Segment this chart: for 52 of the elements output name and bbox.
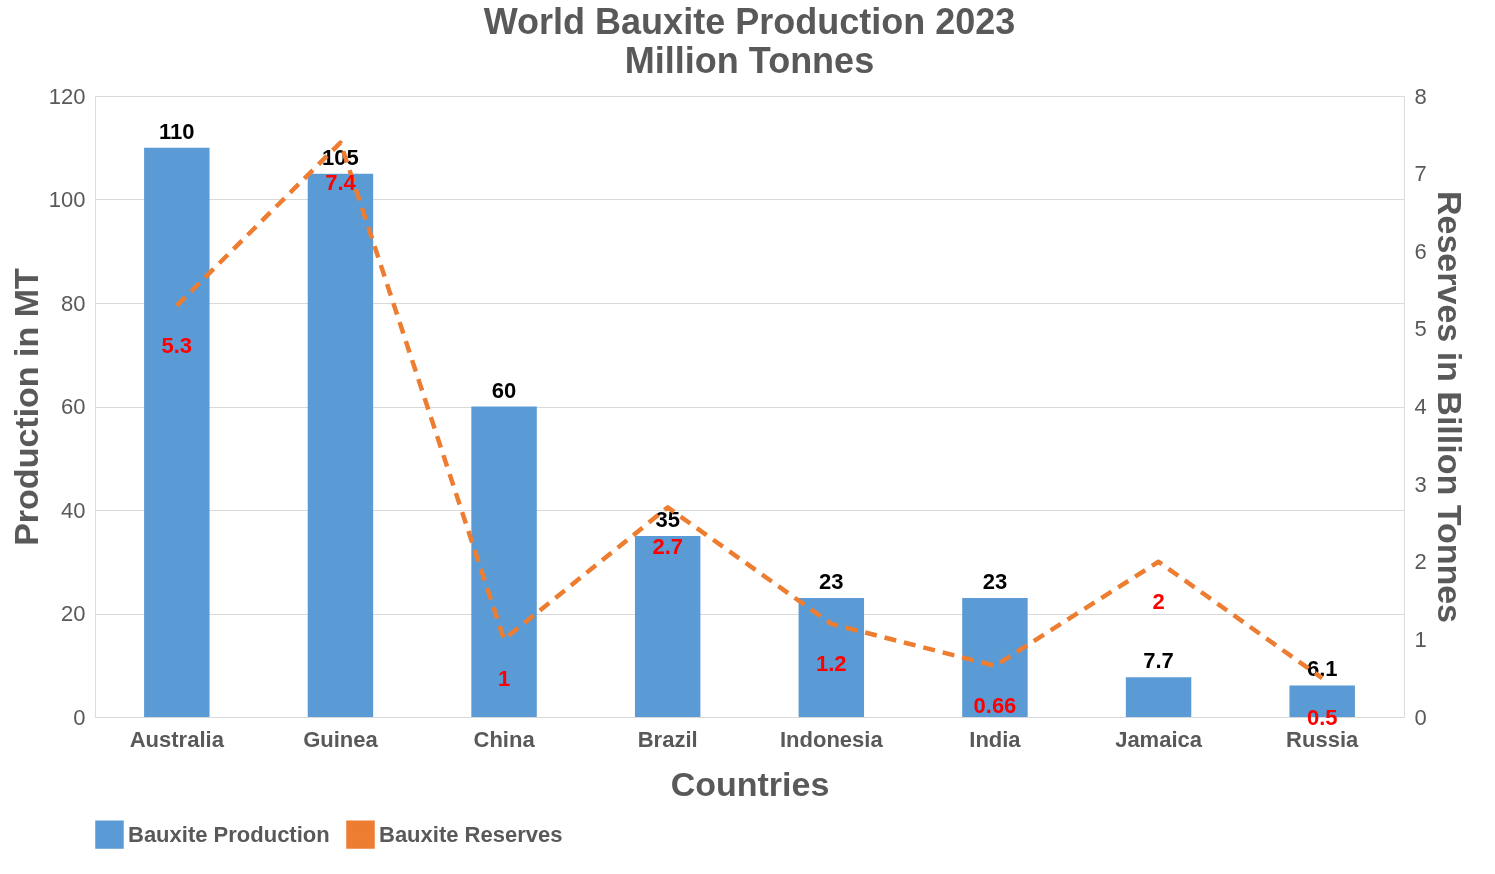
data-label: 7.7 (1143, 648, 1174, 674)
y2-tick-label: 0 (1414, 704, 1427, 730)
chart-title: World Bauxite Production 2023 (483, 1, 1016, 42)
x-tick-label: China (473, 726, 536, 752)
bar (634, 535, 701, 717)
y-tick-label: 100 (48, 187, 86, 212)
y2-tick-label: 2 (1414, 549, 1427, 575)
data-label: 1.2 (816, 650, 847, 676)
bar (307, 173, 374, 717)
data-label: 23 (982, 568, 1008, 594)
data-label: 0.66 (973, 692, 1017, 718)
x-axis-title: Countries (670, 764, 830, 803)
y2-tick-label: 8 (1414, 83, 1427, 109)
y2-tick-label: 5 (1414, 316, 1427, 342)
y2-tick-label: 4 (1414, 394, 1427, 419)
y2-tick-label: 3 (1414, 471, 1427, 497)
data-label: 7.4 (325, 169, 357, 195)
data-label: 60 (491, 377, 517, 403)
data-label: 110 (159, 118, 195, 144)
x-tick-label: Russia (1286, 726, 1360, 752)
data-label: 5.3 (161, 332, 193, 358)
y-tick-label: 120 (48, 83, 86, 109)
data-label: 35 (655, 506, 680, 532)
x-tick-label: Indonesia (779, 726, 884, 752)
x-tick-label: Guinea (303, 726, 379, 752)
y-tick-label: 80 (61, 290, 86, 316)
y-tick-label: 20 (61, 601, 86, 626)
x-tick-label: Jamaica (1115, 726, 1203, 752)
data-label: 23 (819, 568, 844, 594)
y2-tick-label: 6 (1414, 238, 1427, 264)
y2-axis-title: Reserves in Billion Tonnes (1430, 190, 1469, 624)
y2-tick-label: 7 (1414, 161, 1427, 187)
data-label: 2 (1152, 588, 1165, 614)
x-tick-label: India (969, 726, 1022, 752)
bar (144, 147, 210, 717)
data-label: 2.7 (652, 534, 683, 560)
chart-subtitle: Million Tonnes (624, 40, 875, 81)
bar (471, 406, 537, 717)
y-axis-title: Production in MT (6, 267, 45, 546)
data-label: 6.1 (1306, 656, 1338, 682)
legend-label: Bauxite Reserves (379, 821, 563, 847)
y-tick-label: 40 (61, 497, 86, 523)
x-tick-label: Australia (129, 726, 225, 752)
y-tick-label: 60 (61, 394, 86, 419)
legend-label: Bauxite Production (128, 821, 330, 847)
bar (798, 597, 865, 717)
x-tick-label: Brazil (637, 726, 698, 752)
y2-tick-label: 1 (1414, 626, 1427, 652)
bar (962, 597, 1028, 717)
y-tick-label: 0 (73, 704, 86, 730)
bar (1125, 677, 1192, 717)
data-label: 1 (497, 666, 511, 692)
